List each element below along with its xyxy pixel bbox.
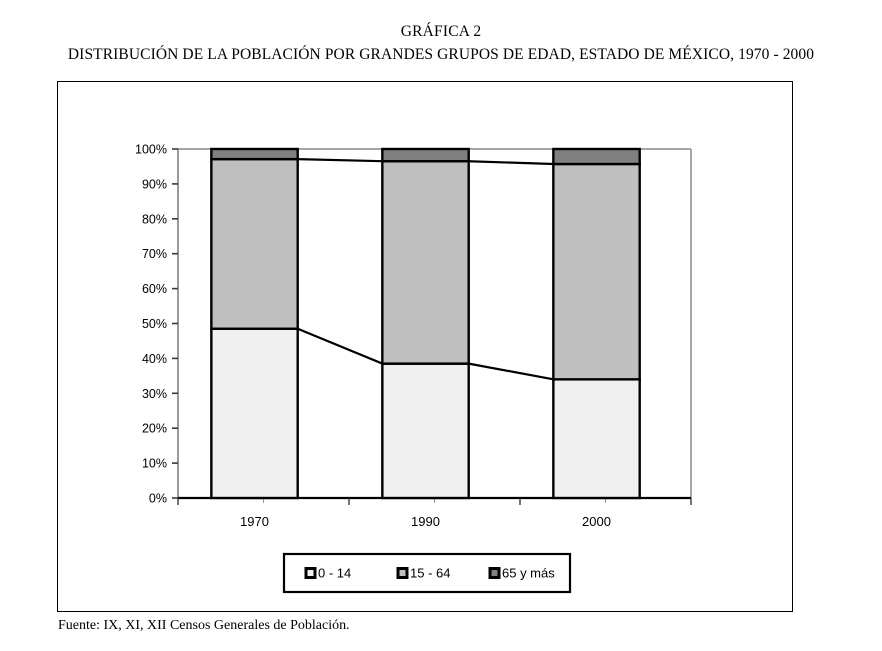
- bar-segment[interactable]: [381, 147, 470, 163]
- legend-swatch: [304, 567, 317, 579]
- bar-segment[interactable]: [210, 327, 299, 500]
- stacked-bar-chart: 0% 10% 20% 30% 40% 50% 60% 70% 80% 90% 100% 1970 199…: [135, 143, 692, 594]
- legend-swatch: [396, 567, 409, 579]
- y-axis-tick-label: 30%: [142, 387, 167, 401]
- chart-title-primary: GRÁFICA 2: [400, 23, 482, 40]
- legend-swatch: [488, 567, 501, 579]
- y-axis-tick-label: 20%: [142, 422, 167, 436]
- bar-segment[interactable]: [552, 147, 641, 166]
- legend-item[interactable]: 0 - 14: [304, 566, 351, 581]
- y-axis-tick-label: 10%: [142, 457, 167, 471]
- legend-label: 65 y más: [502, 566, 555, 581]
- legend-label: 15 - 64: [410, 566, 450, 581]
- legend-item[interactable]: 15 - 64: [396, 566, 450, 581]
- plot-area: 0% 10% 20% 30% 40% 50% 60% 70% 80% 90% 100% 1970 199…: [58, 82, 794, 613]
- chart-title-secondary: DISTRIBUCIÓN DE LA POBLACIÓN POR GRANDES…: [67, 46, 815, 63]
- chart-frame: 0% 10% 20% 30% 40% 50% 60% 70% 80% 90% 100% 1970 199…: [57, 81, 793, 612]
- chart-title-block: GRÁFICA 2 DISTRIBUCIÓN DE LA POBLACIÓN P…: [0, 0, 882, 66]
- y-axis-tick-label: 40%: [142, 352, 167, 366]
- bar-group[interactable]: [381, 147, 470, 500]
- legend-item[interactable]: 65 y más: [488, 566, 555, 581]
- y-axis-tick-label: 100%: [135, 143, 167, 157]
- y-axis-tick-label: 60%: [142, 282, 167, 296]
- x-axis-tick-label: 1990: [411, 514, 440, 529]
- y-axis-tick-label: 90%: [142, 177, 167, 191]
- series-connector-line: [297, 158, 383, 163]
- bar-segment[interactable]: [210, 157, 299, 330]
- series-connector-line: [468, 362, 554, 381]
- bar-segment[interactable]: [552, 162, 641, 381]
- bar-segment[interactable]: [381, 362, 470, 500]
- bar-segment[interactable]: [210, 147, 299, 161]
- legend-label: 0 - 14: [318, 566, 351, 581]
- series-connector-line: [468, 160, 554, 166]
- x-axis-tick-label: 2000: [582, 514, 611, 529]
- legend-box: [282, 552, 572, 594]
- source-note: Fuente: IX, XI, XII Censos Generales de …: [58, 618, 350, 633]
- x-axis-tick-label: 1970: [240, 514, 269, 529]
- bar-group[interactable]: [552, 147, 641, 500]
- bar-group[interactable]: [210, 147, 299, 500]
- bar-segment[interactable]: [381, 160, 470, 365]
- bar-segment[interactable]: [552, 378, 641, 500]
- y-axis-tick-label: 70%: [142, 247, 167, 261]
- y-axis-tick-label: 0%: [149, 492, 167, 506]
- series-connector-line: [297, 327, 383, 365]
- y-axis-tick-label: 50%: [142, 317, 167, 331]
- y-axis-tick-label: 80%: [142, 212, 167, 226]
